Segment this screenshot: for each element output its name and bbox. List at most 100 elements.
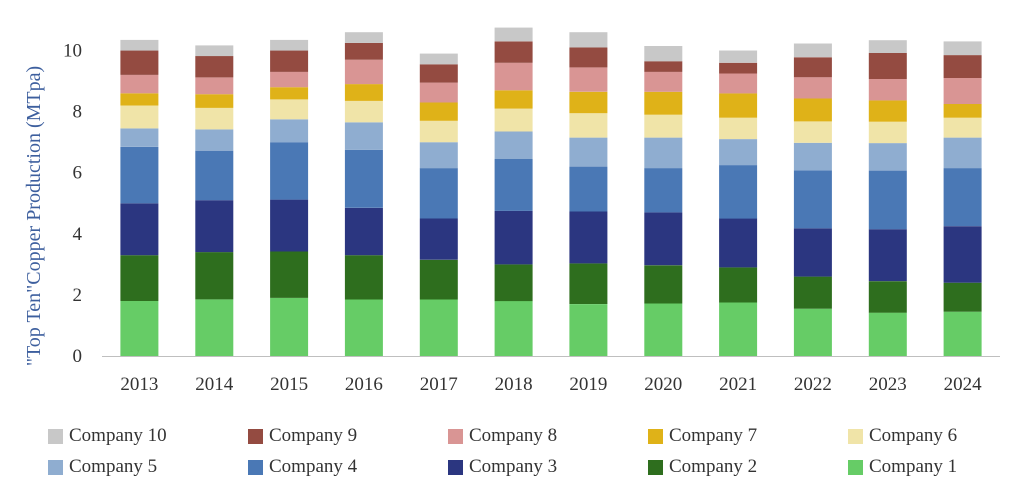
legend-swatch	[248, 428, 263, 444]
bar-segment-company-3	[195, 200, 234, 253]
bar-segment-company-4	[195, 150, 234, 201]
bar-segment-company-5	[719, 139, 758, 166]
legend-item: Company 3	[448, 453, 557, 481]
bar-segment-company-4	[494, 159, 533, 211]
bar-segment-company-6	[344, 100, 383, 123]
y-tick-label: 4	[73, 224, 83, 245]
bar-segment-company-2	[494, 264, 533, 302]
bar-segment-company-8	[644, 71, 683, 92]
bar-segment-company-5	[344, 122, 383, 150]
legend-item: Company 8	[448, 422, 557, 450]
bar-segment-company-1	[344, 299, 383, 356]
bar-segment-company-7	[270, 87, 309, 100]
bar-segment-company-4	[943, 168, 982, 227]
bar-segment-company-10	[644, 46, 683, 62]
bar-segment-company-8	[569, 67, 608, 92]
bar-segment-company-6	[270, 99, 309, 120]
bar-stack-2021	[719, 50, 758, 356]
bar-segment-company-6	[120, 105, 159, 129]
bar-segment-company-4	[868, 170, 907, 230]
bar-segment-company-2	[793, 276, 832, 309]
legend-swatch	[648, 428, 663, 444]
legend-swatch	[448, 428, 463, 444]
x-tick-label: 2024	[944, 374, 983, 395]
x-tick-label: 2022	[794, 374, 832, 395]
legend-label: Company 3	[469, 456, 558, 477]
x-tick-label: 2013	[120, 374, 158, 395]
bar-segment-company-2	[419, 259, 458, 300]
bar-segment-company-9	[943, 55, 982, 78]
legend-swatch	[48, 428, 63, 444]
legend-item: Company 1	[848, 453, 957, 481]
chart-plot-area: 0 2 4 6 8 10 2013 2014 2015 2016 2017 2018 2019 2020…	[23, 27, 1000, 395]
legend-label: Company 8	[469, 425, 558, 446]
bar-segment-company-10	[719, 50, 758, 63]
x-tick-label: 2017	[420, 374, 458, 395]
bar-stack-2020	[644, 46, 683, 356]
legend-swatch	[648, 459, 663, 475]
bar-stack-2013	[120, 39, 159, 356]
bar-segment-company-1	[943, 311, 982, 356]
bar-stack-2014	[195, 45, 234, 356]
bar-segment-company-6	[793, 121, 832, 143]
bar-segment-company-2	[344, 255, 383, 300]
bar-segment-company-1	[793, 308, 832, 356]
x-tick-label: 2021	[719, 374, 757, 395]
bar-segment-company-1	[419, 299, 458, 356]
legend-label: Company 10	[69, 425, 167, 446]
bar-segment-company-9	[195, 56, 234, 78]
bar-segment-company-9	[793, 57, 832, 78]
bar-segment-company-2	[943, 282, 982, 312]
bar-segment-company-9	[419, 64, 458, 83]
legend-item: Company 9	[248, 422, 357, 450]
bar-segment-company-10	[344, 32, 383, 43]
bar-segment-company-4	[569, 166, 608, 212]
bar-segment-company-9	[569, 47, 608, 68]
bar-segment-company-7	[120, 93, 159, 106]
bar-stacks	[120, 27, 982, 356]
bar-segment-company-7	[793, 98, 832, 122]
bar-segment-company-9	[868, 53, 907, 79]
bar-segment-company-10	[868, 40, 907, 53]
bar-segment-company-3	[419, 218, 458, 260]
bar-segment-company-1	[719, 302, 758, 356]
bar-stack-2016	[344, 32, 383, 356]
bar-segment-company-6	[943, 117, 982, 138]
bar-segment-company-3	[344, 207, 383, 256]
bar-segment-company-4	[719, 165, 758, 219]
legend-swatch	[448, 459, 463, 475]
x-tick-label: 2018	[495, 374, 533, 395]
bar-segment-company-9	[344, 42, 383, 60]
legend-item: Company 5	[48, 453, 157, 481]
bar-segment-company-7	[344, 84, 383, 101]
bar-segment-company-7	[494, 90, 533, 109]
bar-segment-company-2	[270, 251, 309, 298]
bar-segment-company-1	[569, 304, 608, 356]
bar-segment-company-5	[195, 129, 234, 151]
bar-segment-company-3	[943, 226, 982, 283]
bar-stack-2019	[569, 32, 608, 356]
bar-stack-2022	[793, 43, 832, 356]
bar-segment-company-6	[569, 113, 608, 138]
bar-segment-company-8	[793, 77, 832, 99]
bar-segment-company-1	[270, 298, 309, 356]
bar-segment-company-5	[494, 131, 533, 159]
legend-swatch	[848, 459, 863, 475]
bar-segment-company-6	[644, 114, 683, 138]
bar-segment-company-9	[719, 62, 758, 74]
bar-segment-company-7	[195, 94, 234, 108]
bar-segment-company-5	[644, 137, 683, 169]
legend-label: Company 4	[269, 456, 358, 477]
x-tick-label: 2020	[644, 374, 682, 395]
bar-segment-company-2	[644, 265, 683, 304]
bar-segment-company-9	[120, 50, 159, 75]
bar-segment-company-6	[868, 121, 907, 144]
legend-label: Company 9	[269, 425, 358, 446]
bar-segment-company-8	[943, 78, 982, 104]
bar-segment-company-8	[344, 59, 383, 85]
bar-segment-company-4	[120, 146, 159, 204]
x-tick-label: 2014	[195, 374, 234, 395]
bar-segment-company-8	[719, 73, 758, 94]
x-tick-label: 2015	[270, 374, 308, 395]
bar-segment-company-3	[719, 218, 758, 268]
